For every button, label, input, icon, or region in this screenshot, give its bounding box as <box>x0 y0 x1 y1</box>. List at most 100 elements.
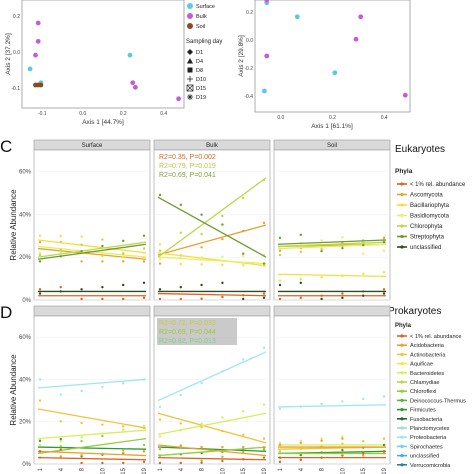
data-point <box>38 288 42 291</box>
pcoa-point-soil <box>38 82 44 88</box>
data-point <box>80 453 83 457</box>
data-point <box>59 439 62 443</box>
legend-swatch-dot <box>400 417 404 421</box>
data-point <box>341 246 344 250</box>
data-point <box>299 447 302 450</box>
data-point <box>59 445 62 448</box>
data-point <box>200 297 203 300</box>
trend-line <box>277 239 387 245</box>
data-point <box>320 239 323 242</box>
pcoa-point-bulk <box>35 20 41 26</box>
legend-label: Firmicutes <box>410 408 436 414</box>
data-point <box>122 297 125 301</box>
y-tick-label: 40% <box>19 377 32 383</box>
data-point <box>142 281 146 285</box>
data-point <box>101 434 104 438</box>
data-point <box>200 461 203 464</box>
legend-swatch-dot <box>400 463 404 467</box>
data-point <box>341 292 344 295</box>
pcoa-point-surface <box>261 88 267 94</box>
data-point <box>341 274 344 277</box>
type-legend: Surface Bulk Soil <box>187 3 215 30</box>
data-point <box>200 263 203 266</box>
data-point <box>38 450 42 453</box>
data-point <box>200 459 203 462</box>
data-point <box>221 429 224 433</box>
data-point <box>101 432 104 435</box>
data-point <box>362 243 365 247</box>
legend-swatch-dot <box>400 444 404 448</box>
trend-line <box>37 450 147 457</box>
data-point <box>320 437 323 440</box>
panel-d-facets: 60% 40% 20% 0% 1 4 8 10 15 19 1 4 8 10 15 19 1 4 8 10 15 19 R2… <box>19 305 391 474</box>
data-point <box>38 439 42 442</box>
data-point <box>80 235 83 238</box>
legend-swatch-dot <box>400 213 404 218</box>
legend-label: < 1% rel. abundance <box>410 334 461 340</box>
legend-swatch-dot <box>400 352 404 356</box>
data-point <box>362 439 365 443</box>
pcoa-point-surface <box>27 66 33 72</box>
legend-label: unclassified <box>410 245 441 251</box>
data-point <box>142 296 146 300</box>
data-point <box>122 239 125 243</box>
sampling-shape <box>187 49 193 55</box>
data-point <box>221 223 224 226</box>
trend-line <box>157 412 267 436</box>
data-point <box>101 385 104 389</box>
y-tick-label: 60% <box>19 335 32 341</box>
legend-label: unclassified <box>410 454 439 460</box>
trend-line <box>37 247 147 260</box>
data-point <box>80 243 83 246</box>
pcoa-y-tick: 0.0 <box>246 38 253 44</box>
data-point <box>80 461 83 465</box>
data-point <box>262 448 266 451</box>
data-point <box>38 240 42 244</box>
pcoa-x-tick: 0.2 <box>329 115 336 121</box>
data-point <box>382 443 386 447</box>
data-point <box>80 288 83 291</box>
data-point <box>320 402 323 406</box>
data-point <box>158 258 162 261</box>
facet-plot-area <box>273 149 391 301</box>
data-point <box>242 252 245 255</box>
data-point <box>158 243 162 246</box>
x-tick-label: 1 <box>278 467 284 471</box>
trend-line <box>37 457 147 461</box>
stats-annotation: R2=0.82, P=0.013 <box>159 338 216 345</box>
x-tick-label: 19 <box>382 467 388 474</box>
sampling-legend-label: D4 <box>196 59 203 65</box>
trend-line <box>157 292 267 297</box>
data-point <box>341 400 344 403</box>
pcoa-y-tick: -0.2 <box>244 66 253 72</box>
trend-line <box>157 252 267 267</box>
trend-line <box>37 378 147 389</box>
data-point <box>142 251 146 255</box>
data-point <box>142 260 146 263</box>
data-point <box>362 252 365 255</box>
legend-label: Chlorophyta <box>410 224 443 230</box>
trend-line <box>157 446 267 457</box>
data-point <box>382 452 386 455</box>
legend-swatch-dot <box>400 371 404 375</box>
x-tick-label: 10 <box>340 467 346 474</box>
data-point <box>101 255 104 258</box>
sampling-shape <box>187 67 193 73</box>
data-point <box>242 445 245 449</box>
data-point <box>59 455 62 458</box>
legend-swatch-dot <box>400 389 404 393</box>
pcoa-point-bulk <box>133 84 138 90</box>
data-point <box>59 393 62 396</box>
data-point <box>262 346 266 349</box>
data-point <box>362 294 365 297</box>
data-point <box>341 296 344 300</box>
data-point <box>242 229 245 233</box>
legend-label: Proteobacteria <box>410 435 447 441</box>
type-legend-swatch <box>187 23 193 29</box>
data-point <box>382 395 386 398</box>
data-point <box>242 254 245 258</box>
panel-d: D Prokaryotes Relative Abundance 60%40%2… <box>0 303 466 474</box>
data-point <box>142 443 146 447</box>
panel-d-letter: D <box>0 303 12 322</box>
